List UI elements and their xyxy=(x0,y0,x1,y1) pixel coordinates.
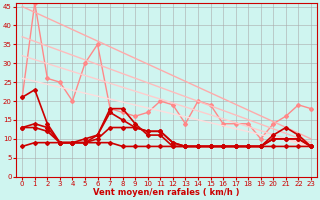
X-axis label: Vent moyen/en rafales ( km/h ): Vent moyen/en rafales ( km/h ) xyxy=(93,188,240,197)
